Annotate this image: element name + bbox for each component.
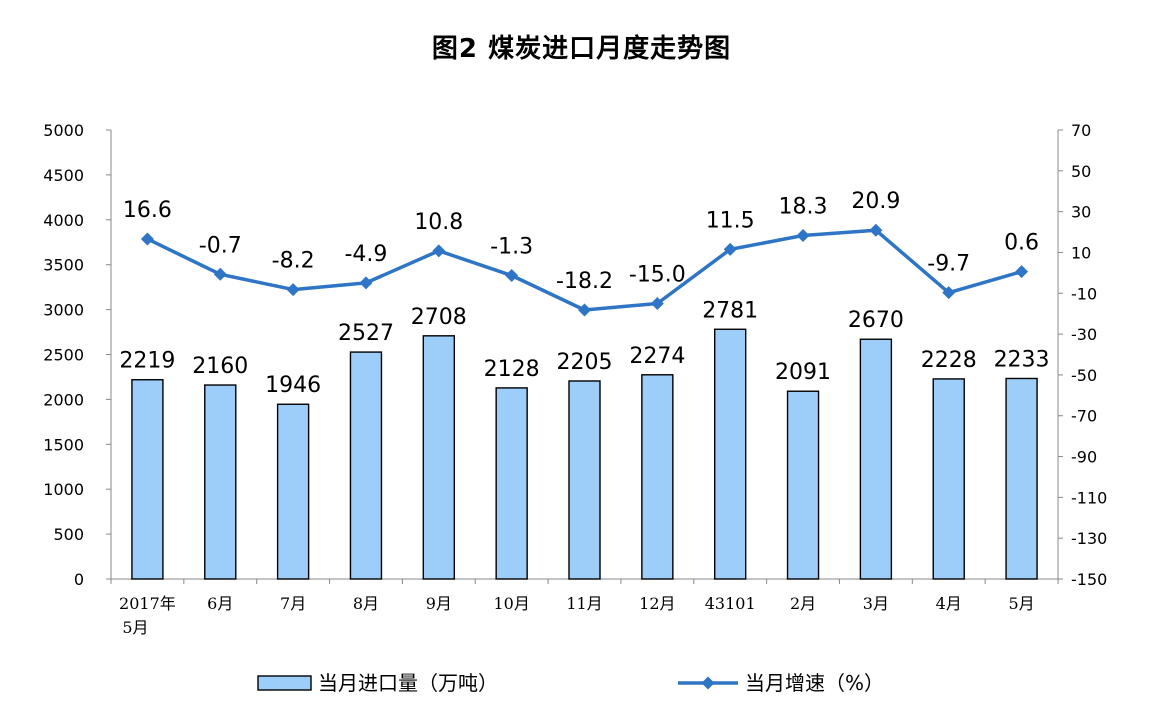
right-tick-label: 70 bbox=[1071, 121, 1091, 140]
growth-point-marker bbox=[286, 283, 300, 297]
x-category-label: 8月 bbox=[353, 594, 379, 613]
x-category-label: 7月 bbox=[280, 594, 306, 613]
bar-value-label: 2128 bbox=[484, 357, 540, 382]
bar-value-label: 2228 bbox=[921, 348, 977, 373]
line-value-label: 10.8 bbox=[414, 210, 463, 235]
growth-point-marker bbox=[1015, 265, 1029, 279]
x-category-label: 10月 bbox=[493, 594, 529, 613]
growth-point-marker bbox=[942, 286, 956, 300]
right-tick-label: 50 bbox=[1071, 162, 1091, 181]
bar bbox=[932, 378, 965, 580]
bar bbox=[204, 384, 237, 580]
bar bbox=[422, 335, 456, 580]
left-tick-label: 1000 bbox=[43, 480, 84, 499]
line-value-label: -0.7 bbox=[199, 233, 242, 258]
left-tick-label: 3500 bbox=[43, 256, 84, 275]
legend-bar-label: 当月进口量（万吨） bbox=[318, 671, 498, 695]
growth-point-marker bbox=[432, 244, 446, 258]
x-category-label: 6月 bbox=[207, 594, 233, 613]
growth-point-marker bbox=[723, 242, 737, 256]
legend-line-label: 当月增速（%） bbox=[745, 671, 884, 695]
line-value-label: 18.3 bbox=[779, 195, 828, 220]
growth-point-marker bbox=[796, 229, 810, 243]
growth-point-marker bbox=[213, 267, 227, 281]
left-tick-label: 2000 bbox=[43, 390, 84, 409]
growth-point-marker bbox=[140, 232, 154, 246]
line-value-label: -1.3 bbox=[490, 235, 533, 260]
left-tick-label: 500 bbox=[53, 525, 84, 544]
line-value-label: 16.6 bbox=[123, 198, 172, 223]
x-category-label: 2月 bbox=[790, 594, 816, 613]
x-category-label: 5月 bbox=[1008, 594, 1034, 613]
growth-point-marker bbox=[505, 269, 519, 283]
bar-value-label: 2670 bbox=[848, 308, 904, 333]
right-tick-label: 30 bbox=[1071, 203, 1091, 222]
bar bbox=[859, 338, 893, 580]
line-value-label: -18.2 bbox=[556, 269, 613, 294]
left-tick-label: 4000 bbox=[43, 211, 84, 230]
x-category-label: 4月 bbox=[936, 594, 962, 613]
x-category-label: 3月 bbox=[863, 594, 889, 613]
bar bbox=[1005, 377, 1038, 580]
x-category-label: 43101 bbox=[705, 594, 756, 613]
bar-value-label: 1946 bbox=[265, 373, 321, 398]
bar-value-label: 2708 bbox=[411, 305, 467, 330]
line-value-label: -4.9 bbox=[344, 242, 387, 267]
growth-point-marker bbox=[869, 223, 883, 237]
bar bbox=[641, 374, 674, 580]
bar-value-label: 2219 bbox=[119, 349, 175, 374]
bar bbox=[568, 380, 601, 580]
left-tick-label: 0 bbox=[74, 570, 84, 589]
bar-value-label: 2205 bbox=[557, 350, 613, 375]
left-tick-label: 3000 bbox=[43, 301, 84, 320]
right-tick-label: 10 bbox=[1071, 243, 1091, 262]
bar bbox=[131, 379, 164, 580]
right-tick-label: -130 bbox=[1071, 529, 1107, 548]
bar-value-label: 2274 bbox=[629, 344, 685, 369]
line-value-label: -9.7 bbox=[927, 252, 970, 277]
line-value-label: 0.6 bbox=[1004, 231, 1039, 256]
bar-value-label: 2091 bbox=[775, 360, 831, 385]
bar bbox=[786, 390, 820, 580]
bar bbox=[713, 328, 747, 580]
line-value-label: -8.2 bbox=[272, 249, 315, 274]
right-tick-label: -150 bbox=[1071, 570, 1107, 589]
line-value-label: -15.0 bbox=[629, 262, 686, 287]
bar-value-label: 2781 bbox=[702, 298, 758, 323]
x-category-label: 2017年 bbox=[119, 594, 176, 613]
right-tick-label: -110 bbox=[1071, 488, 1107, 507]
growth-point-marker bbox=[359, 276, 373, 290]
bar bbox=[349, 351, 383, 580]
x-category-label: 11月 bbox=[566, 594, 602, 613]
bar-value-label: 2527 bbox=[338, 321, 394, 346]
legend-line-marker bbox=[701, 676, 715, 690]
growth-point-marker bbox=[650, 296, 664, 310]
left-tick-label: 4500 bbox=[43, 166, 84, 185]
bar-value-label: 2160 bbox=[192, 354, 248, 379]
right-tick-label: -50 bbox=[1071, 366, 1097, 385]
right-tick-label: -70 bbox=[1071, 407, 1097, 426]
left-tick-label: 5000 bbox=[43, 121, 84, 140]
bar bbox=[276, 403, 310, 580]
x-category-label: 9月 bbox=[426, 594, 452, 613]
right-tick-label: -90 bbox=[1071, 448, 1097, 467]
line-value-label: 11.5 bbox=[706, 208, 755, 233]
line-value-label: 20.9 bbox=[851, 189, 900, 214]
growth-point-marker bbox=[578, 303, 591, 317]
left-tick-label: 1500 bbox=[43, 435, 84, 454]
legend-bar-swatch bbox=[257, 675, 312, 691]
bar bbox=[495, 387, 528, 580]
bar-value-label: 2233 bbox=[994, 347, 1050, 372]
left-tick-label: 2500 bbox=[43, 346, 84, 365]
x-category-label: 12月 bbox=[639, 594, 675, 613]
chart-title: 图2 煤炭进口月度走势图 bbox=[431, 34, 732, 64]
x-category-label: 5月 bbox=[122, 618, 148, 637]
right-tick-label: -30 bbox=[1071, 325, 1097, 344]
right-tick-label: -10 bbox=[1071, 284, 1097, 303]
